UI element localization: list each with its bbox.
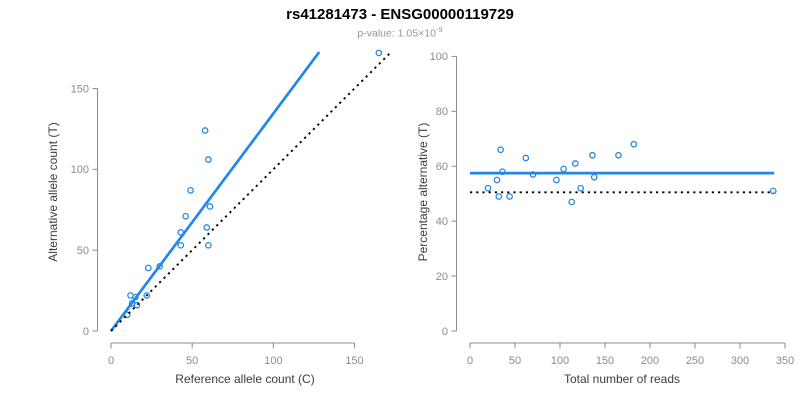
data-point: [522, 154, 530, 162]
data-point: [375, 49, 383, 57]
data-point: [571, 160, 579, 167]
data-point: [497, 146, 504, 154]
data-point: [495, 193, 503, 200]
data-point: [203, 224, 211, 231]
y-tick-label: 100: [430, 51, 448, 63]
x-tick-label: 0: [467, 355, 473, 367]
data-point: [630, 140, 638, 148]
fitted-ratio-line: [109, 51, 321, 332]
y-tick-label: 60: [436, 161, 448, 173]
x-tick-label: 100: [264, 355, 282, 367]
x-axis-title: Reference allele count (C): [175, 372, 314, 386]
y-tick-label: 100: [71, 164, 89, 176]
y-tick-label: 150: [71, 83, 89, 95]
x-tick-label: 0: [108, 355, 114, 367]
x-tick-label: 150: [345, 355, 363, 367]
p-value-exponent: -9: [435, 25, 443, 34]
data-point: [143, 292, 151, 299]
data-point: [205, 156, 212, 163]
x-tick-label: 350: [776, 355, 794, 367]
y-tick-label: 80: [436, 106, 448, 118]
x-tick-label: 200: [641, 355, 659, 367]
x-tick-label: 100: [551, 355, 569, 367]
x-tick-label: 250: [686, 355, 704, 367]
data-point: [182, 212, 190, 220]
data-point: [205, 241, 212, 249]
data-point: [493, 176, 501, 184]
y-tick-label: 40: [436, 216, 448, 228]
y-axis-title: Alternative allele count (T): [46, 122, 60, 261]
data-point: [484, 184, 492, 192]
data-point: [590, 173, 598, 181]
y-tick-label: 20: [436, 271, 448, 283]
panel-right: 0 20 40 60 80 100 0 50 100 150 200 250 300 350 Total n…: [416, 51, 794, 386]
x-axis-title: Total number of reads: [564, 372, 680, 386]
data-point: [201, 127, 209, 134]
data-point: [577, 184, 585, 192]
figure-title: rs41281473 - ENSG00000119729: [286, 6, 514, 23]
data-point: [144, 264, 152, 272]
data-point: [568, 198, 576, 206]
x-tick-label: 300: [731, 355, 749, 367]
data-point: [506, 193, 513, 200]
identity-line: [110, 51, 392, 332]
y-tick-label: 0: [442, 326, 448, 338]
p-value-label: p-value:: [357, 27, 398, 40]
x-tick-label: 150: [596, 355, 614, 367]
data-point: [560, 165, 567, 173]
data-point: [553, 176, 560, 184]
data-point: [769, 187, 777, 195]
y-tick-label: 50: [77, 245, 89, 257]
panel-left: 0 50 100 150 0 50 100 150 Reference allele count…: [46, 49, 392, 386]
y-tick-label: 0: [83, 326, 89, 338]
data-point: [177, 241, 185, 249]
data-point: [206, 203, 214, 210]
p-value-subtitle: p-value: 1.05×10-9: [0, 25, 800, 40]
data-point: [589, 151, 596, 159]
data-point: [615, 151, 622, 159]
y-axis-title: Percentage alternative (T): [416, 123, 430, 262]
x-tick-label: 50: [509, 355, 521, 367]
data-point: [187, 186, 194, 194]
data-point: [133, 301, 141, 309]
x-tick-label: 50: [186, 355, 198, 367]
p-value-mantissa: 1.05×10: [397, 27, 436, 40]
